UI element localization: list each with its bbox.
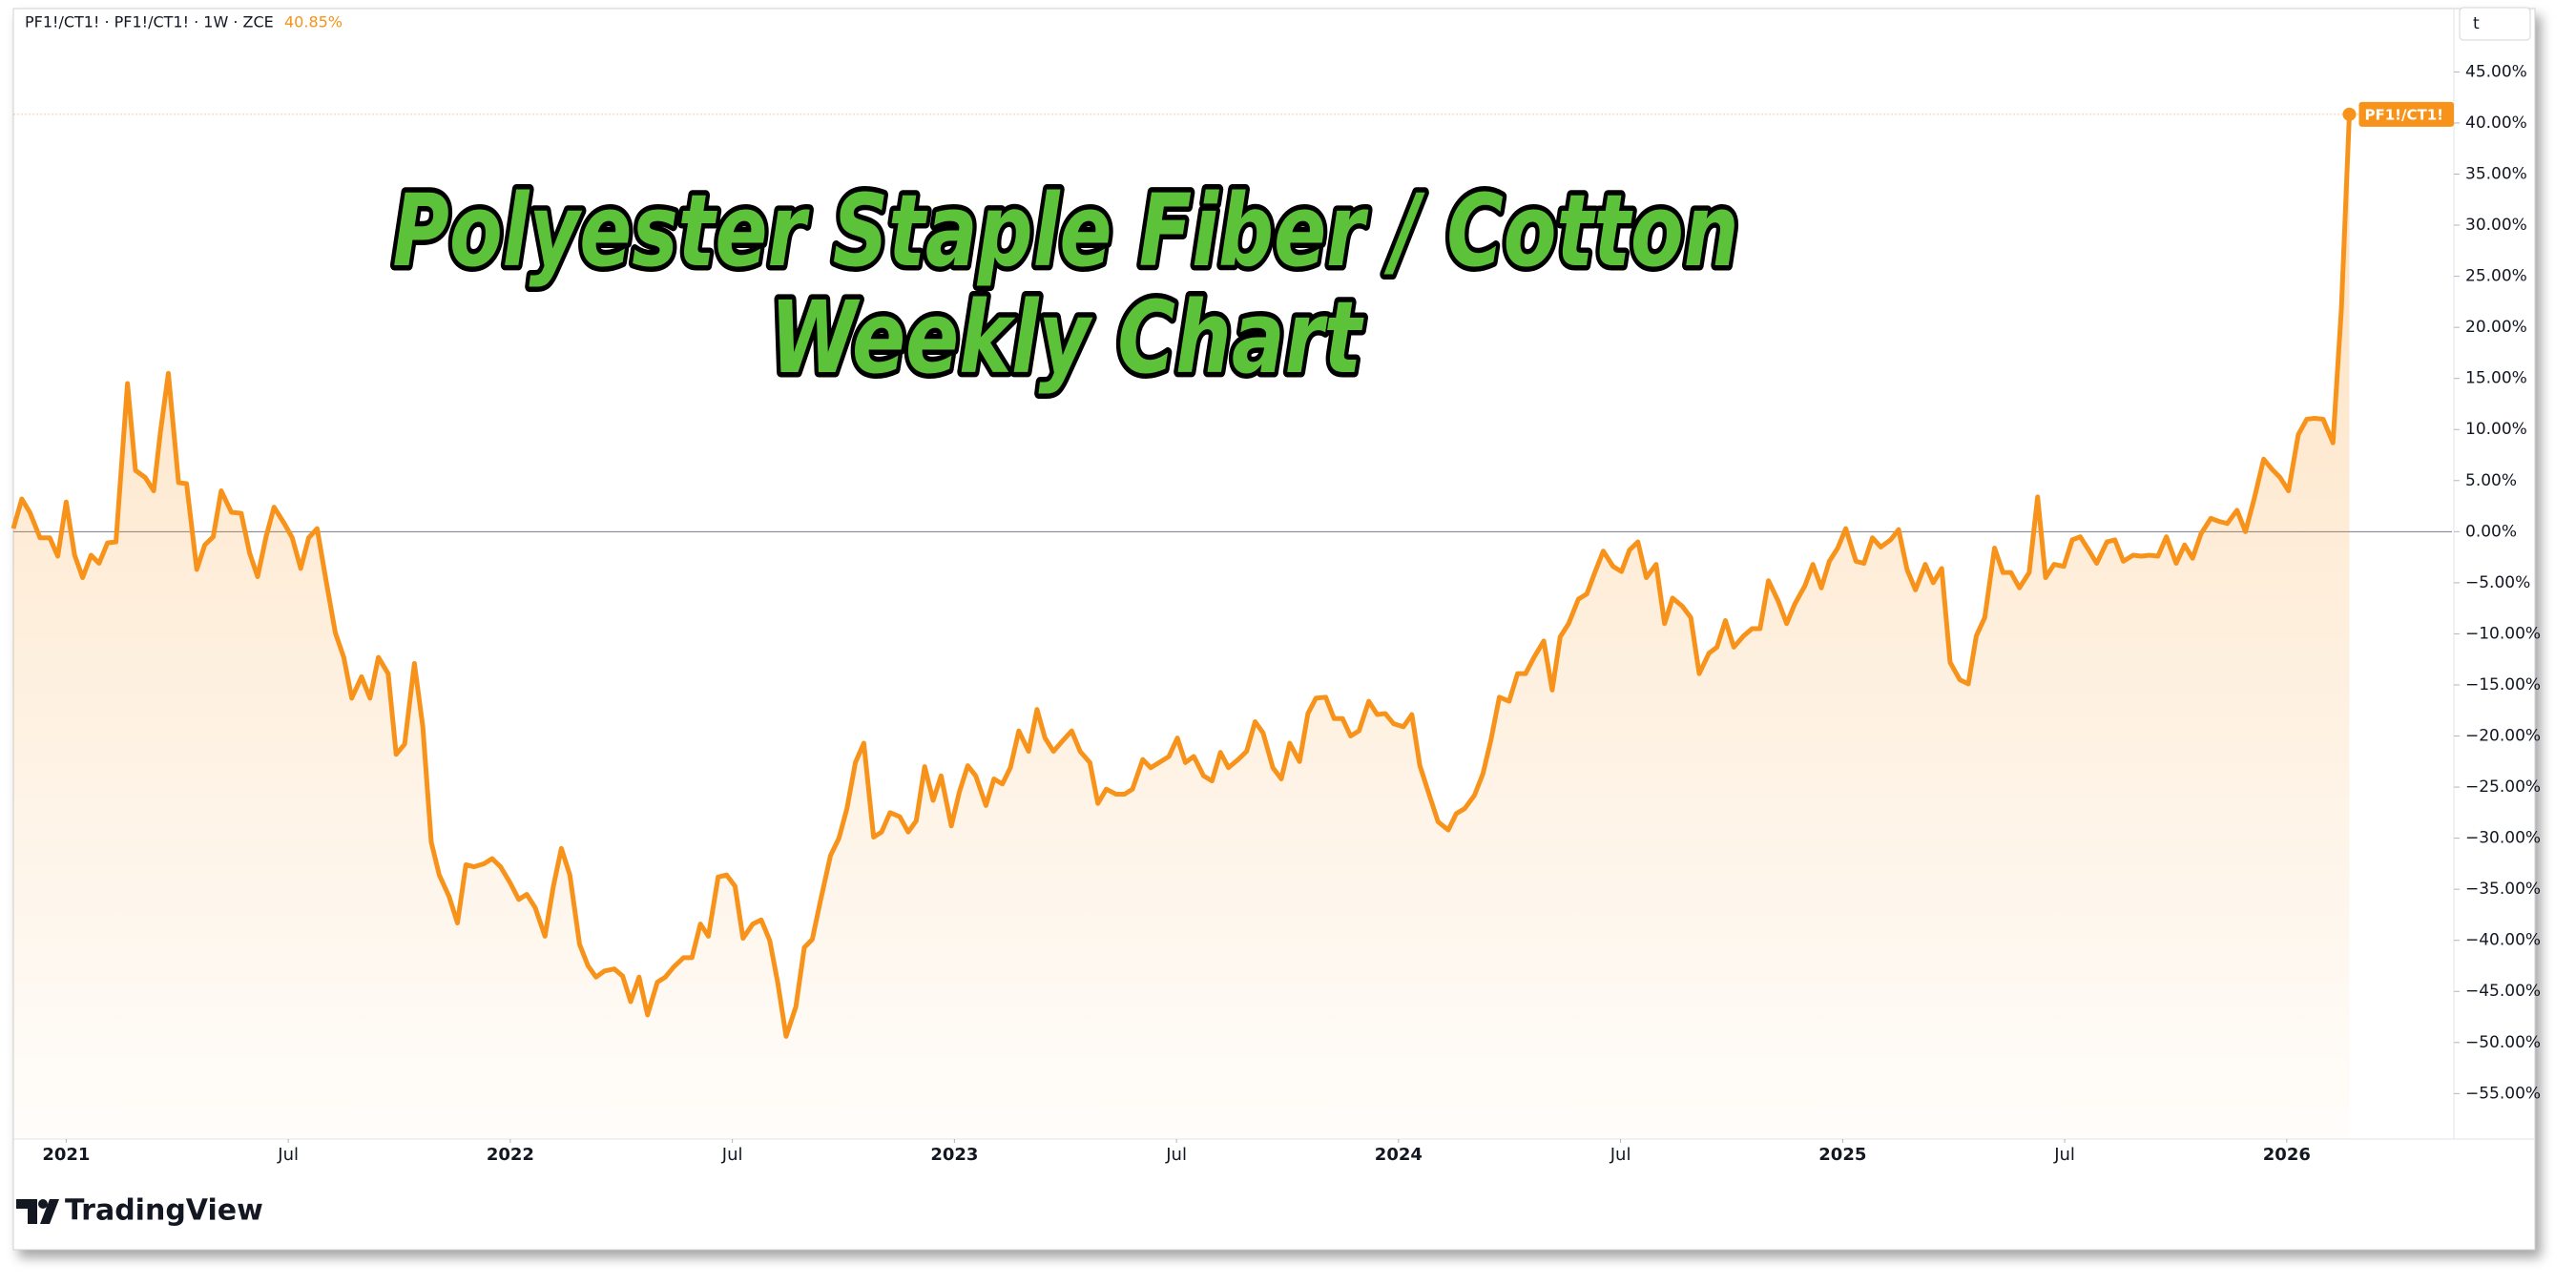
y-tick-label: −10.00%	[2465, 624, 2541, 643]
x-tick-label: Jul	[1610, 1145, 1631, 1165]
logo-icon	[38, 1199, 48, 1209]
logo: TradingView	[16, 1194, 263, 1228]
x-tick-label: 2021	[42, 1145, 90, 1165]
y-tick-label: 5.00%	[2465, 471, 2517, 490]
title: Polyester Staple Fiber / Cotton Weekly C…	[387, 168, 1744, 402]
x-tick-label: 2026	[2263, 1145, 2311, 1165]
area	[13, 114, 2350, 1140]
brand-name: TradingView	[65, 1194, 263, 1228]
x-tick-label: Jul	[721, 1145, 743, 1165]
logo-icon	[16, 1199, 37, 1224]
y-tick-label: 0.00%	[2465, 522, 2517, 541]
y-tick-label: 25.00%	[2465, 267, 2527, 286]
y-tick-label: 45.00%	[2465, 62, 2527, 81]
x-tick-label: 2025	[1818, 1145, 1866, 1165]
x-tick-label: Jul	[1165, 1145, 1187, 1165]
corner-button-label[interactable]: t	[2473, 14, 2480, 33]
x-tick-label: Jul	[2053, 1145, 2075, 1165]
chart-header: PF1!/CT1! · PF1!/CT1! · 1W · ZCE	[25, 13, 274, 31]
plot-area	[10, 114, 2452, 1140]
y-tick-label: 20.00%	[2465, 318, 2527, 337]
title-line: Polyester Staple Fiber / Cotton	[393, 173, 1739, 289]
series-name-label: PF1!/CT1!	[2364, 106, 2443, 123]
y-tick-label: −15.00%	[2465, 675, 2541, 694]
y-tick-label: 15.00%	[2465, 369, 2527, 388]
y-tick-label: −5.00%	[2465, 573, 2530, 592]
title-line: Weekly Chart	[770, 280, 1364, 396]
last-value-header: 40.85%	[284, 13, 343, 31]
price-label-box	[2358, 101, 2454, 127]
x-tick-label: 2023	[930, 1145, 978, 1165]
logo-icon	[40, 1199, 59, 1224]
corner-button[interactable]	[2459, 7, 2531, 41]
y-tick-label: −50.00%	[2465, 1033, 2541, 1052]
y-tick-label: −45.00%	[2465, 982, 2541, 1001]
y-tick-label: −40.00%	[2465, 931, 2541, 950]
last-point	[2342, 107, 2357, 121]
y-tick-label: −30.00%	[2465, 829, 2541, 848]
y-tick-label: −25.00%	[2465, 777, 2541, 797]
y-tick-label: −20.00%	[2465, 727, 2541, 746]
line	[10, 114, 2352, 1039]
x-tick-label: 2024	[1375, 1145, 1423, 1165]
y-tick-label: −55.00%	[2465, 1084, 2541, 1103]
y-tick-label: 40.00%	[2465, 114, 2527, 133]
y-tick-label: 30.00%	[2465, 216, 2527, 235]
y-tick-label: −35.00%	[2465, 880, 2541, 899]
x-tick-label: Jul	[277, 1145, 299, 1165]
x-tick-label: 2022	[487, 1145, 534, 1165]
y-tick-label: 10.00%	[2465, 420, 2527, 439]
y-tick-label: 35.00%	[2465, 164, 2527, 183]
